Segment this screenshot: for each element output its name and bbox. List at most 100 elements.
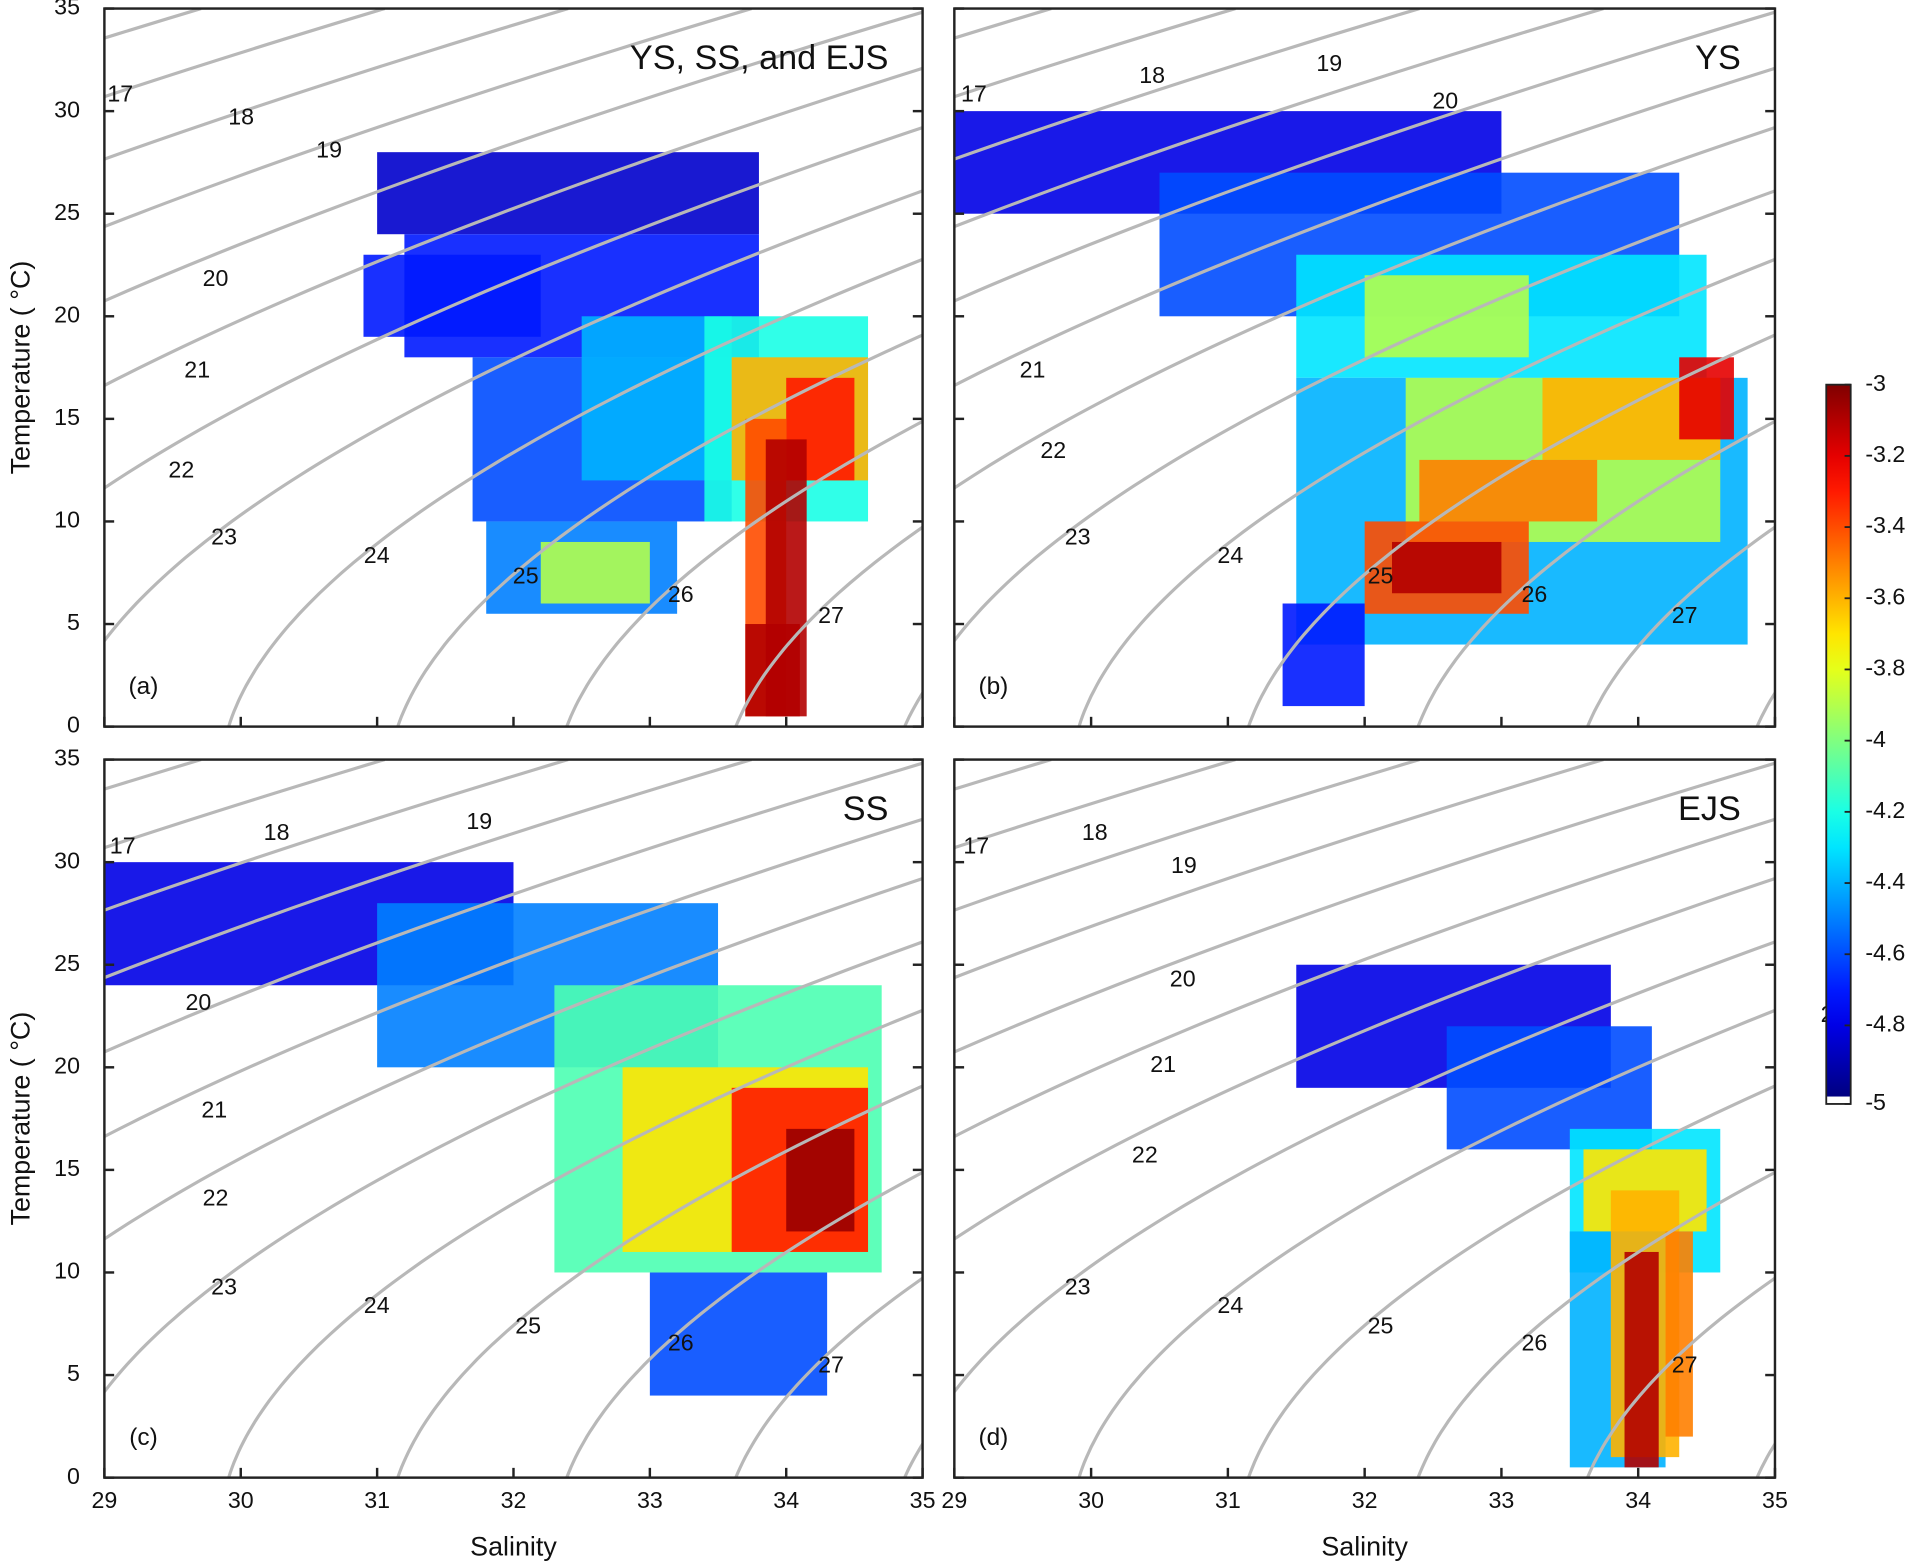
panel-title: SS — [843, 790, 889, 828]
isopycnal-label: 18 — [1139, 62, 1165, 88]
y-axis-title: Temperature ( °C) — [6, 261, 36, 475]
isopycnal-label: 19 — [316, 137, 342, 163]
x-tick-label: 34 — [1625, 1487, 1651, 1513]
isopycnal-label: 20 — [203, 265, 229, 291]
isopycnal-label: 17 — [110, 833, 136, 859]
y-tick-label: 15 — [54, 1155, 80, 1181]
isopycnal — [734, 1276, 923, 1478]
isopycnal — [954, 8, 1420, 161]
isopycnal — [104, 8, 752, 229]
colorbar-tick-label: -4.2 — [1865, 797, 1905, 823]
heatmap-cell — [377, 152, 759, 235]
colorbar-tick-label: -4 — [1865, 726, 1886, 752]
isopycnal-label: 20 — [1432, 88, 1458, 114]
isopycnal-label: 23 — [211, 524, 237, 550]
x-axis-title: Salinity — [1321, 1532, 1408, 1562]
isopycnal-label: 21 — [1020, 356, 1046, 382]
isopycnal — [1247, 1084, 1775, 1478]
colorbar-under — [1826, 1096, 1851, 1104]
isopycnal — [954, 759, 1420, 912]
isopycnal — [396, 1084, 923, 1478]
isopycnal — [1586, 1276, 1775, 1478]
x-tick-label: 34 — [773, 1487, 799, 1513]
colorbar: -3 -3.2 -3.4 -3.6 -3.8 -4 -4.2 -4.4 -4.6 -4.8 -5 — [1825, 370, 1905, 1115]
isopycnal — [396, 333, 923, 727]
y-axis-title: Temperature ( °C) — [6, 1012, 36, 1226]
y-tick-label: 5 — [67, 1360, 80, 1386]
isopycnal-label: 21 — [184, 356, 210, 382]
y-tick-label: 20 — [54, 1052, 80, 1078]
isopycnal — [565, 419, 923, 727]
y-tick-label: 20 — [54, 301, 80, 327]
isopycnal — [1416, 1170, 1775, 1478]
isopycnal-label: 24 — [1217, 542, 1243, 568]
isopycnal-label: 22 — [168, 457, 194, 483]
isopycnal — [1586, 525, 1775, 727]
heatmap-cell — [1282, 603, 1365, 707]
isopycnal-label: 25 — [1368, 563, 1394, 589]
isopycnal — [1077, 1008, 1775, 1478]
isopycnal-label: 25 — [1368, 1313, 1394, 1339]
colorbar-tick-label: -4.8 — [1865, 1011, 1905, 1037]
isopycnal — [104, 66, 923, 388]
isopycnal — [565, 1170, 923, 1478]
y-tick-label: 30 — [54, 96, 80, 122]
isopycnal-label: 27 — [818, 1352, 844, 1378]
x-tick-label: 31 — [1215, 1487, 1241, 1513]
y-tick-label: 5 — [67, 609, 80, 635]
x-tick-label: 31 — [364, 1487, 390, 1513]
colorbar-tick-label: -3.4 — [1865, 512, 1905, 538]
isopycnal-label: 27 — [1672, 602, 1698, 628]
y-tick-label: 15 — [54, 404, 80, 430]
isopycnal-label: 25 — [515, 1313, 541, 1339]
isopycnal — [227, 257, 923, 727]
isopycnal — [104, 940, 923, 1395]
panel-title: EJS — [1678, 790, 1741, 828]
panel: 17 18 19 20 21 22 23 24 25 26 27 0 5 10 15 20 25 30 35 YS, … — [6, 0, 924, 738]
panel-title: YS — [1695, 39, 1741, 77]
isopycnal-label: 18 — [1082, 819, 1108, 845]
colorbar-tick-label: -3.8 — [1865, 655, 1905, 681]
x-tick-label: 29 — [91, 1487, 117, 1513]
isopycnal-label: 24 — [364, 1292, 390, 1318]
colorbar-frame — [1825, 383, 1852, 1105]
isopycnal-label: 26 — [1522, 581, 1548, 607]
panel-label: (b) — [978, 673, 1008, 700]
isopycnal-label: 22 — [203, 1184, 229, 1210]
heatmap-cell — [1446, 1026, 1652, 1150]
isopycnal — [104, 189, 923, 644]
isopycnal — [954, 817, 1775, 1139]
isopycnal — [954, 759, 1604, 980]
isopycnal-label: 26 — [668, 581, 694, 607]
isopycnal-label: 26 — [668, 1330, 694, 1356]
plot-area — [954, 8, 1775, 727]
x-tick-label: 30 — [228, 1487, 254, 1513]
isopycnal — [104, 761, 923, 1054]
plot-area — [104, 759, 923, 1478]
panel-label: (a) — [129, 673, 159, 700]
isopycnal-label: 23 — [1065, 1273, 1091, 1299]
isopycnal — [954, 761, 1775, 1054]
panel-label: (c) — [129, 1424, 157, 1451]
isopycnal — [104, 817, 923, 1139]
isopycnal — [104, 759, 752, 980]
y-tick-label: 30 — [54, 847, 80, 873]
x-tick-label: 32 — [1352, 1487, 1378, 1513]
isopycnal-label: 20 — [1170, 966, 1196, 992]
isopycnal-label: 25 — [513, 563, 539, 589]
isopycnal — [954, 8, 1604, 229]
heatmap-cell — [1392, 541, 1502, 594]
x-tick-label: 35 — [1762, 1487, 1788, 1513]
colorbar-tick-label: -3 — [1865, 370, 1886, 396]
isopycnal — [1247, 333, 1775, 727]
isopycnal-label: 19 — [1316, 50, 1342, 76]
colorbar-tick-label: -4.6 — [1865, 939, 1905, 965]
isopycnal — [954, 66, 1775, 388]
isopycnal — [104, 125, 923, 490]
isopycnal-label: 21 — [1150, 1051, 1176, 1077]
y-tick-label: 0 — [67, 712, 80, 738]
heatmap-cell — [1679, 357, 1734, 440]
panel-title: YS, SS, and EJS — [630, 39, 888, 77]
heatmap-cell — [1364, 275, 1529, 358]
